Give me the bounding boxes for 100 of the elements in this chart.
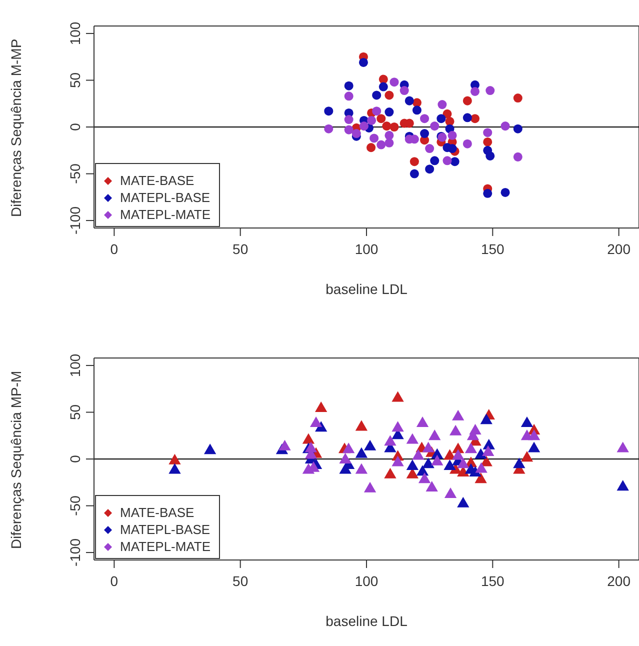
point: [616, 442, 629, 452]
x-tick-label: 200: [607, 572, 631, 589]
point: [352, 129, 361, 138]
point: [324, 124, 334, 134]
point: [378, 82, 388, 92]
y-tick-label: 0: [67, 454, 83, 463]
point: [474, 448, 487, 459]
y-tick-label: -50: [67, 163, 83, 184]
point: [384, 108, 394, 117]
point: [358, 58, 368, 67]
point: [486, 151, 495, 160]
point: [486, 86, 495, 96]
point: [430, 156, 440, 166]
point: [431, 454, 444, 466]
point: [315, 401, 328, 412]
y-tick-label: -50: [67, 495, 83, 516]
point: [370, 134, 379, 143]
point: [410, 169, 419, 178]
y-tick-label: -100: [67, 538, 83, 567]
point: [513, 94, 522, 103]
point: [412, 449, 424, 460]
point: [470, 86, 480, 96]
point: [457, 496, 470, 508]
point: [392, 391, 404, 402]
point: [367, 116, 376, 125]
point: [475, 462, 488, 473]
point: [355, 447, 368, 458]
point: [344, 115, 354, 124]
legend-label: MATE-BASE: [120, 172, 194, 189]
point: [450, 157, 460, 166]
point: [520, 416, 534, 427]
x-axis-title: baseline LDL: [326, 281, 408, 297]
legend-label: MATEPL-BASE: [120, 189, 210, 206]
point: [482, 445, 494, 456]
y-tick-label: 100: [67, 354, 83, 378]
point: [425, 164, 434, 174]
point: [442, 156, 452, 166]
point: [376, 140, 386, 150]
point: [474, 472, 487, 484]
point: [344, 92, 354, 101]
point: [204, 444, 216, 454]
point: [168, 463, 181, 474]
point: [436, 114, 446, 124]
point: [457, 458, 470, 468]
point: [422, 442, 434, 452]
x-tick-label: 0: [110, 240, 118, 257]
point: [302, 433, 315, 444]
point: [278, 440, 291, 450]
x-axis-title: baseline LDL: [326, 613, 408, 629]
point: [410, 157, 419, 166]
x-tick-label: 150: [480, 572, 505, 589]
y-tick-label: -100: [67, 206, 83, 235]
point: [378, 74, 388, 84]
point: [464, 442, 478, 454]
point: [344, 125, 354, 134]
point: [428, 430, 441, 440]
point: [438, 100, 447, 110]
y-tick-label: 50: [67, 72, 83, 88]
point: [168, 454, 181, 464]
x-tick-label: 100: [354, 572, 378, 589]
y-axis-title: Diferenças Sequência MP-M: [8, 370, 24, 549]
point: [448, 130, 457, 140]
y-axis-title: Diferenças Sequência M-MP: [8, 38, 24, 217]
point: [376, 114, 386, 124]
legend-label: MATEPL-MATE: [120, 206, 211, 223]
point: [452, 410, 464, 420]
point: [449, 424, 462, 436]
point: [416, 416, 429, 427]
point: [384, 435, 396, 446]
point: [500, 122, 510, 131]
point: [470, 114, 480, 124]
point: [426, 480, 438, 492]
point: [406, 433, 418, 444]
point: [513, 124, 522, 134]
point: [528, 430, 540, 440]
point: [430, 122, 440, 131]
point: [513, 152, 522, 162]
y-tick-label: 50: [67, 404, 83, 420]
point: [452, 449, 464, 460]
point: [469, 424, 482, 434]
point: [480, 414, 492, 424]
point: [339, 452, 352, 464]
y-tick-label: 0: [67, 122, 83, 131]
point: [444, 488, 457, 498]
point: [513, 458, 526, 468]
point: [384, 468, 396, 478]
point: [364, 482, 376, 492]
point: [462, 139, 472, 148]
point: [400, 86, 409, 96]
x-tick-label: 50: [232, 572, 248, 589]
point: [462, 96, 472, 106]
x-tick-label: 150: [480, 240, 505, 257]
point: [404, 96, 414, 106]
point: [483, 137, 492, 146]
point: [355, 463, 368, 474]
x-tick-label: 200: [607, 240, 631, 257]
point: [384, 130, 394, 140]
point: [444, 459, 456, 470]
point: [422, 458, 434, 468]
x-tick-label: 100: [354, 240, 378, 257]
